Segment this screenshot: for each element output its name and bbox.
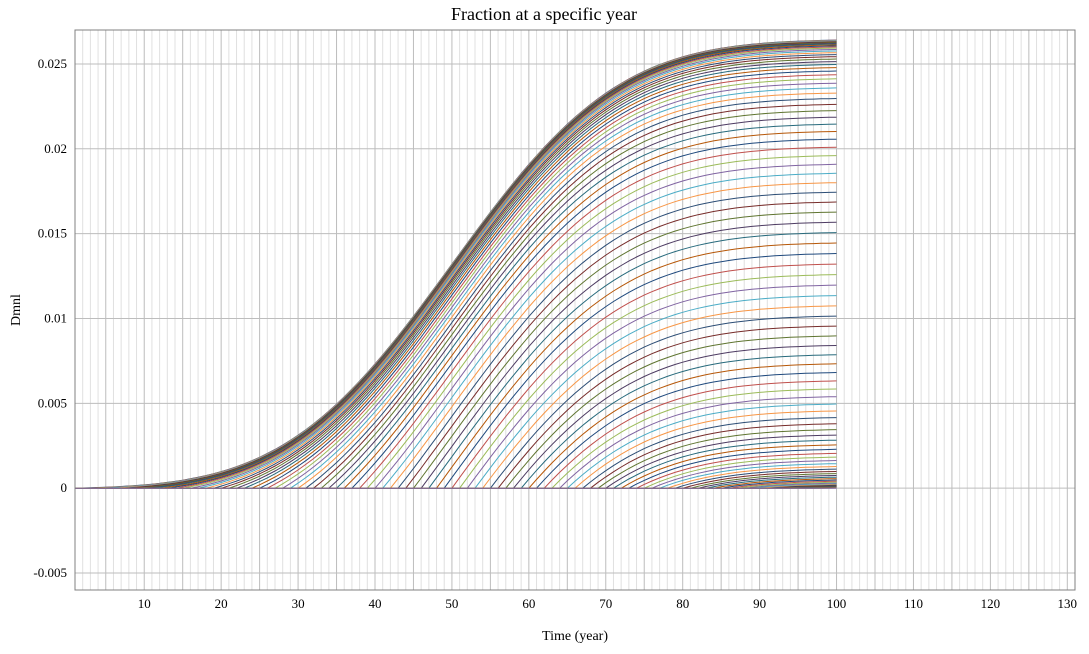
series-line: [75, 411, 837, 488]
x-tick-label: 70: [599, 596, 612, 611]
y-tick-labels: -0.005 0 0.005 0.01 0.015 0.02 0.025: [33, 56, 67, 580]
series-line: [75, 51, 837, 488]
series-line: [75, 202, 837, 488]
x-tick-label: 90: [753, 596, 766, 611]
x-tick-label: 20: [215, 596, 228, 611]
y-tick-label: 0.015: [38, 226, 67, 241]
x-tick-label: 80: [676, 596, 689, 611]
x-tick-label: 120: [981, 596, 1001, 611]
series-line: [75, 75, 837, 488]
y-tick-label: 0: [61, 480, 68, 495]
series-line: [75, 88, 837, 488]
y-tick-label: 0.025: [38, 56, 67, 71]
x-tick-label: 10: [138, 596, 151, 611]
series-line: [75, 156, 837, 489]
x-tick-label: 30: [292, 596, 305, 611]
series-line: [75, 346, 837, 489]
y-tick-label: 0.01: [44, 310, 67, 325]
x-tick-label: 40: [369, 596, 382, 611]
x-tick-labels: 10 20 30 40 50 60 70 80 90 100 110 120 130: [138, 596, 1077, 611]
y-axis-label: Dmnl: [9, 294, 24, 326]
x-tick-label: 130: [1058, 596, 1078, 611]
y-tick-label: -0.005: [33, 565, 67, 580]
series-line: [75, 192, 837, 488]
chart-title: Fraction at a specific year: [451, 4, 637, 24]
y-tick-label: 0.005: [38, 395, 67, 410]
series-line: [75, 164, 837, 488]
x-tick-label: 100: [827, 596, 847, 611]
x-tick-label: 50: [445, 596, 458, 611]
chart-container: Fraction at a specific year 10 20 30 40 50 60…: [0, 0, 1089, 654]
series-line: [75, 50, 837, 489]
x-axis-label: Time (year): [542, 629, 608, 644]
series-group: [75, 40, 837, 488]
x-tick-label: 60: [522, 596, 535, 611]
series-line: [75, 404, 837, 488]
x-tick-label: 110: [904, 596, 923, 611]
y-tick-label: 0.02: [44, 141, 67, 156]
series-line: [75, 132, 837, 489]
line-chart: Fraction at a specific year 10 20 30 40 50 60…: [0, 0, 1089, 654]
series-line: [75, 389, 837, 488]
